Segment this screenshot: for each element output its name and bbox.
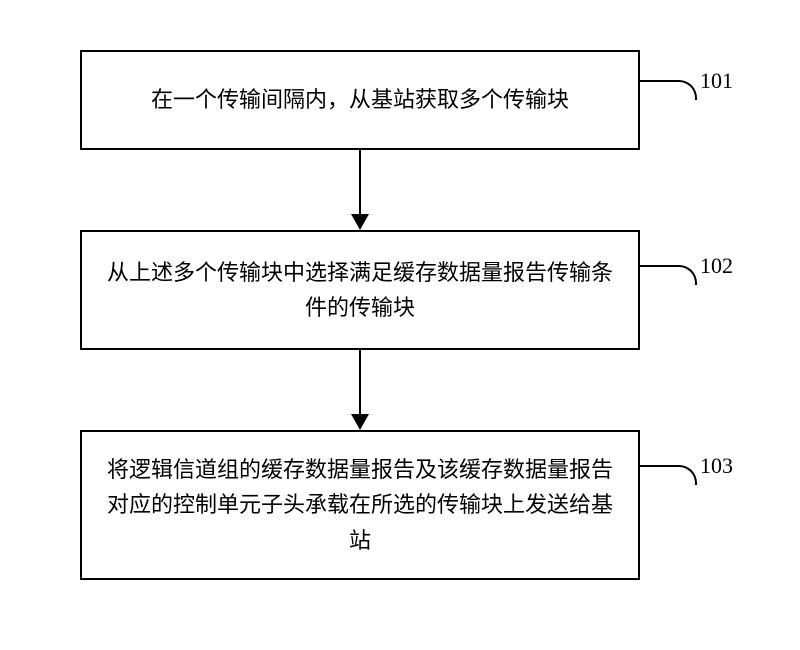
leader-101 — [640, 80, 697, 100]
flow-step-103: 将逻辑信道组的缓存数据量报告及该缓存数据量报告对应的控制单元子头承载在所选的传输… — [80, 430, 640, 580]
flow-step-102: 从上述多个传输块中选择满足缓存数据量报告传输条件的传输块 — [80, 230, 640, 350]
leader-103 — [640, 465, 697, 485]
arrow-1-shaft — [359, 150, 361, 214]
flow-step-101: 在一个传输间隔内，从基站获取多个传输块 — [80, 50, 640, 150]
label-103: 103 — [700, 453, 733, 479]
arrow-1-head — [351, 214, 369, 230]
arrow-2-head — [351, 414, 369, 430]
label-101: 101 — [700, 68, 733, 94]
arrow-2-shaft — [359, 350, 361, 414]
label-102: 102 — [700, 253, 733, 279]
leader-102 — [640, 265, 697, 285]
flow-step-103-text: 将逻辑信道组的缓存数据量报告及该缓存数据量报告对应的控制单元子头承载在所选的传输… — [102, 452, 618, 558]
flow-step-102-text: 从上述多个传输块中选择满足缓存数据量报告传输条件的传输块 — [102, 255, 618, 325]
flow-step-101-text: 在一个传输间隔内，从基站获取多个传输块 — [151, 82, 569, 117]
